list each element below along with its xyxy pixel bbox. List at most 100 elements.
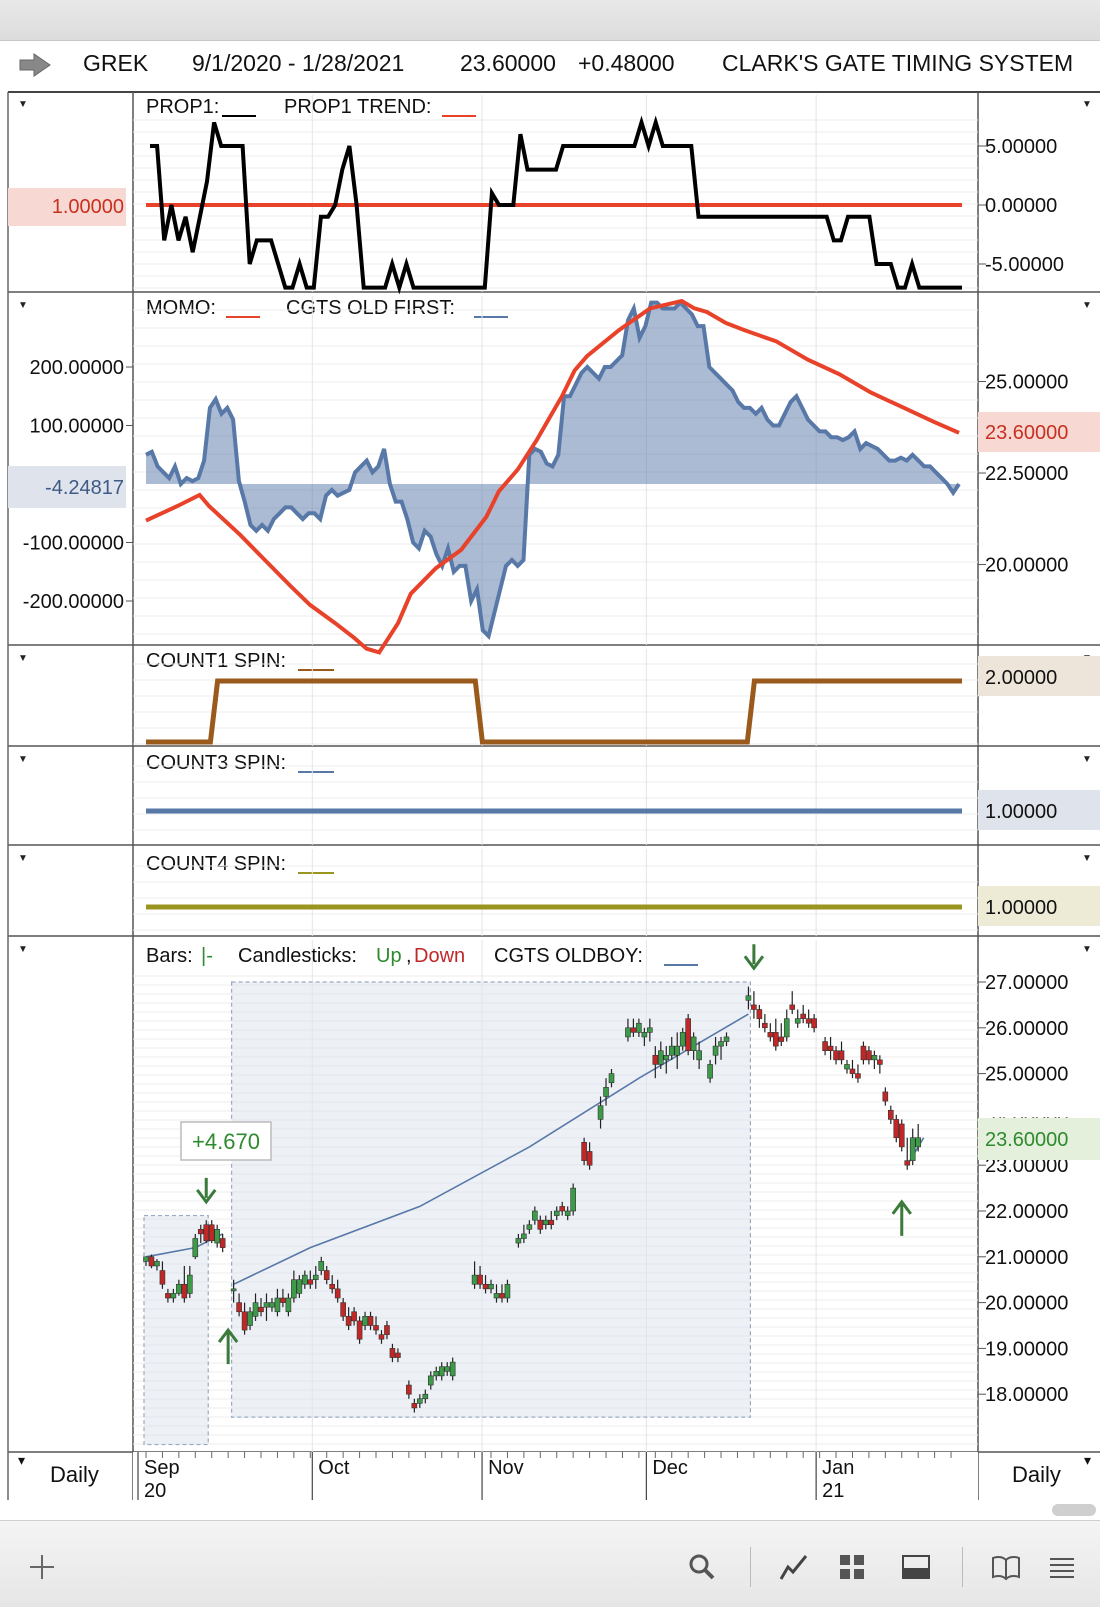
candle-body — [723, 1036, 730, 1042]
candle-body — [904, 1160, 911, 1166]
candle-body — [427, 1375, 434, 1386]
candle-body — [641, 1032, 648, 1038]
candle-body — [603, 1087, 609, 1097]
momo-left-value-box — [8, 466, 126, 508]
momo-right-value: 23.60000 — [985, 422, 1068, 444]
chart-header: GREK 9/1/2020 - 1/28/2021 23.60000 +0.48… — [8, 42, 1100, 88]
horizontal-scrollbar[interactable] — [1052, 1504, 1096, 1516]
up-arrow — [217, 1327, 239, 1365]
candle-body — [345, 1316, 352, 1326]
candle-body — [608, 1073, 615, 1084]
price-panel: 27.00000 26.00000 25.00000 23.00000 22.00000… — [133, 940, 1100, 1452]
y-tick-label: 0.00000 — [985, 195, 1057, 217]
price-right-value: 23.60000 — [985, 1129, 1068, 1151]
forward-arrow-icon[interactable] — [18, 52, 52, 78]
candle-body — [230, 1288, 237, 1292]
candle-body — [532, 1210, 538, 1221]
candle-body — [888, 1109, 894, 1120]
candle-body — [762, 1022, 768, 1029]
candle-body — [384, 1325, 390, 1335]
change-label: +0.48000 — [578, 50, 675, 76]
panel-menu-icon: ▼ — [18, 944, 28, 955]
y-tick-label: -5.00000 — [985, 254, 1064, 276]
up-arrow — [891, 1199, 912, 1236]
down-arrow — [743, 944, 765, 971]
candle-body — [811, 1018, 817, 1029]
candle-body — [679, 1032, 686, 1047]
candle-body — [318, 1261, 325, 1271]
candle-body — [389, 1348, 396, 1358]
chart-canvas: ▼▼▼▼▼▼▼▼▼▼▼▼ PROP1: PROP1 TREND: 1.00000… — [7, 91, 1100, 1502]
candle-body — [822, 1041, 828, 1052]
y-tick-label: -100.00000 — [23, 533, 124, 555]
add-icon[interactable] — [26, 1551, 58, 1583]
candle-body — [504, 1283, 511, 1299]
left-period-selector[interactable]: ▾ Daily — [8, 1452, 132, 1496]
gain-annotation: +4.670 — [192, 1129, 260, 1154]
period-dropdown-icon[interactable]: ▾ — [1084, 1452, 1092, 1468]
candle-body — [625, 1027, 631, 1038]
y-tick-label: 25.00000 — [985, 372, 1068, 394]
candle-body — [291, 1279, 297, 1299]
candle-body — [302, 1274, 308, 1285]
candle-body — [833, 1050, 839, 1061]
count4-panel: COUNT4 SPIN: 1.00000 — [133, 849, 1100, 936]
candle-body — [570, 1187, 576, 1212]
panel-menu-icon: ▼ — [18, 754, 28, 765]
period-dropdown-icon[interactable]: ▾ — [18, 1452, 26, 1468]
book-icon[interactable] — [990, 1551, 1022, 1583]
candle-body — [553, 1210, 560, 1216]
candle-body — [406, 1384, 412, 1395]
candle-body — [471, 1274, 478, 1285]
right-period-selector[interactable]: Daily ▾ — [978, 1452, 1100, 1496]
candle-body — [767, 1032, 774, 1038]
candle-body — [586, 1151, 593, 1166]
candle-body — [882, 1091, 889, 1102]
candle-body — [668, 1045, 675, 1056]
line-chart-icon[interactable] — [778, 1551, 810, 1583]
menu-icon[interactable] — [1046, 1551, 1078, 1583]
candle-body — [373, 1325, 379, 1331]
prop1-line — [150, 115, 962, 295]
prop1-panel: PROP1: PROP1 TREND: 1.00000 5.00000 0.000… — [8, 95, 1064, 295]
momo-left-ticks: 200.00000 100.00000 -100.00000 -200.00000 — [23, 357, 133, 613]
candle-body — [800, 1013, 806, 1019]
y-tick-label: 19.00000 — [985, 1338, 1068, 1360]
panel-menu-icon: ▼ — [18, 853, 28, 864]
x-tick-label: Dec — [652, 1457, 688, 1479]
candle-body — [411, 1403, 418, 1409]
oldboy-line — [233, 1013, 749, 1286]
y-tick-label: 21.00000 — [985, 1247, 1068, 1269]
candle-body — [805, 1018, 812, 1024]
candle-body — [756, 1009, 763, 1019]
prop1-y-ticks: 5.00000 0.00000 -5.00000 — [978, 136, 1064, 276]
count1-panel: COUNT1 SPIN: 2.00000 — [133, 649, 1100, 746]
candle-body — [493, 1293, 500, 1299]
panel-layout-icon[interactable] — [900, 1551, 932, 1583]
grid-icon[interactable] — [836, 1551, 868, 1583]
candle-body — [181, 1283, 188, 1299]
momo-right-value-box — [978, 412, 1100, 452]
candle-body — [285, 1297, 292, 1313]
candle-body — [564, 1210, 571, 1216]
count3-right-value-box — [978, 790, 1100, 830]
candle-body — [274, 1297, 281, 1313]
search-icon[interactable] — [686, 1551, 718, 1583]
cgts-old-first-legend-label: CGTS OLD FIRST: — [286, 297, 455, 319]
candle-body — [159, 1270, 166, 1285]
candle-body — [521, 1233, 527, 1239]
candle-body — [312, 1274, 319, 1280]
left-period-label: Daily — [50, 1462, 99, 1487]
candle-body — [647, 1027, 653, 1033]
y-tick-label: 20.00000 — [985, 1293, 1068, 1315]
signal-arrows — [196, 944, 912, 1365]
y-tick-label: 23.00000 — [985, 1155, 1068, 1177]
candle-body — [176, 1283, 182, 1294]
candle-body — [772, 1032, 779, 1047]
candle-body — [351, 1311, 357, 1322]
candle-body — [559, 1206, 566, 1212]
candle-body — [422, 1393, 429, 1400]
date-range-label: 9/1/2020 - 1/28/2021 — [192, 50, 405, 76]
candle-body — [236, 1302, 242, 1313]
candles-down-label: Down — [414, 945, 465, 967]
